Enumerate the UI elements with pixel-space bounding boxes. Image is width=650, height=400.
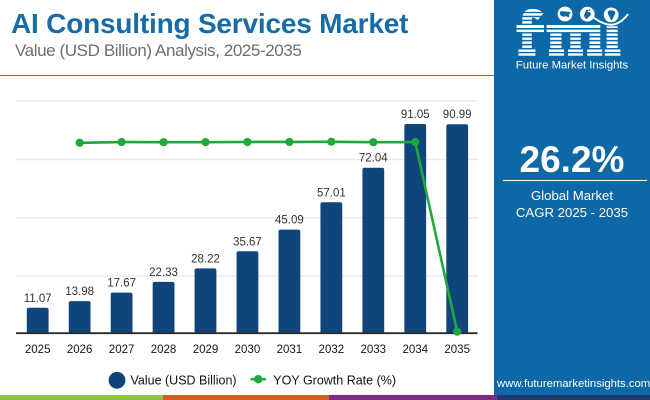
svg-text:72.04: 72.04 [359,153,388,165]
svg-text:2031: 2031 [277,344,303,356]
svg-text:2028: 2028 [151,344,177,356]
svg-text:11.07: 11.07 [24,293,52,305]
svg-text:2035: 2035 [444,344,470,356]
svg-text:2026: 2026 [67,344,93,356]
svg-text:Future Market Insights: Future Market Insights [516,59,629,71]
svg-text:2032: 2032 [319,344,345,356]
svg-text:45.09: 45.09 [275,215,304,227]
svg-text:28.22: 28.22 [191,253,220,265]
svg-text:22.33: 22.33 [149,267,178,279]
svg-text:90.99: 90.99 [443,109,472,121]
svg-text:2027: 2027 [109,344,135,356]
svg-text:57.01: 57.01 [317,187,346,199]
svg-text:35.67: 35.67 [233,236,262,248]
svg-text:2034: 2034 [402,344,428,356]
svg-text:2030: 2030 [235,344,261,356]
svg-text:17.67: 17.67 [107,278,136,290]
svg-text:YOY Growth Rate (%): YOY Growth Rate (%) [273,374,396,388]
svg-text:Value (USD Billion): Value (USD Billion) [131,374,237,388]
svg-text:2033: 2033 [361,344,387,356]
svg-text:13.98: 13.98 [65,286,94,298]
svg-text:91.05: 91.05 [401,109,430,121]
svg-text:2029: 2029 [193,344,219,356]
svg-text:2025: 2025 [25,344,51,356]
